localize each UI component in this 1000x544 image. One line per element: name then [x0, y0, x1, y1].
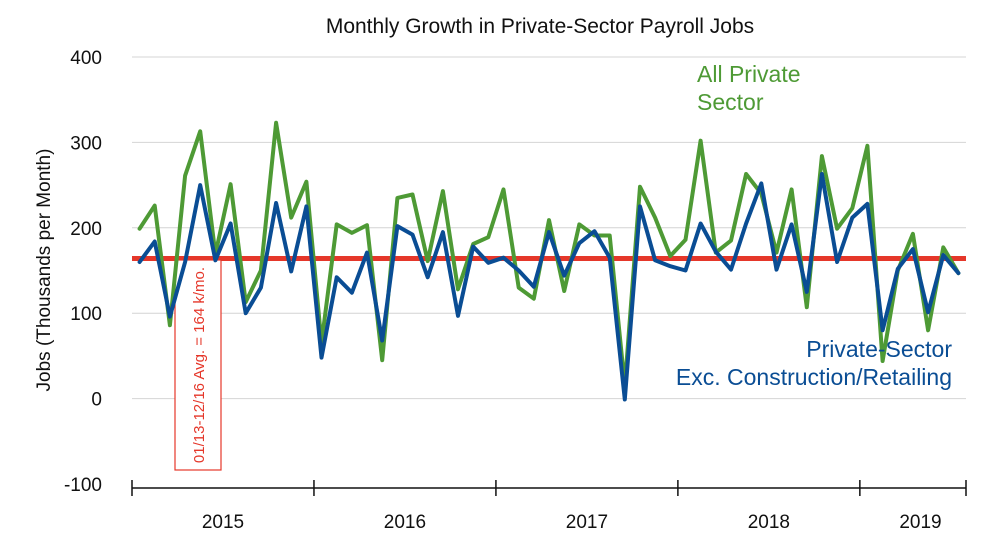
x-tick-label-year: 2015 — [202, 512, 244, 533]
y-tick-label: -100 — [64, 475, 102, 496]
series-label-all-private: Sector — [697, 89, 764, 115]
series-lines — [137, 120, 961, 402]
x-tick-label-year: 2019 — [899, 512, 941, 533]
x-tick-label-year: 2017 — [566, 512, 608, 533]
average-annotation-label: 01/13-12/16 Avg. = 164 k/mo. — [191, 267, 208, 463]
average-annotation-box — [174, 259, 222, 471]
y-tick-label: 400 — [70, 48, 102, 69]
y-tick-label: 300 — [70, 133, 102, 154]
x-tick-label-year: 2016 — [384, 512, 426, 533]
y-tick-label: 100 — [70, 304, 102, 325]
series-line-private-exc-construction-retailing — [137, 172, 961, 402]
chart-title: Monthly Growth in Private-Sector Payroll… — [326, 15, 754, 38]
series-label-private-exc-construction-retailing: Private-Sector — [806, 336, 952, 362]
average-line-group: 01/13-12/16 Avg. = 164 k/mo. — [132, 256, 966, 471]
y-tick-label: 200 — [70, 219, 102, 240]
series-label-private-exc-construction-retailing: Exc. Construction/Retailing — [676, 364, 952, 390]
y-tick-label: 0 — [91, 390, 102, 411]
series-line-all-private — [137, 120, 961, 388]
y-axis-label: Jobs (Thousands per Month) — [34, 149, 55, 392]
x-tick-label-year: 2018 — [748, 512, 790, 533]
series-label-all-private: All Private — [697, 61, 801, 87]
x-axis: 2015 2016 2017 2018 2019 — [131, 480, 967, 533]
y-tick-labels: -100 0 100 200 300 400 — [64, 48, 102, 496]
